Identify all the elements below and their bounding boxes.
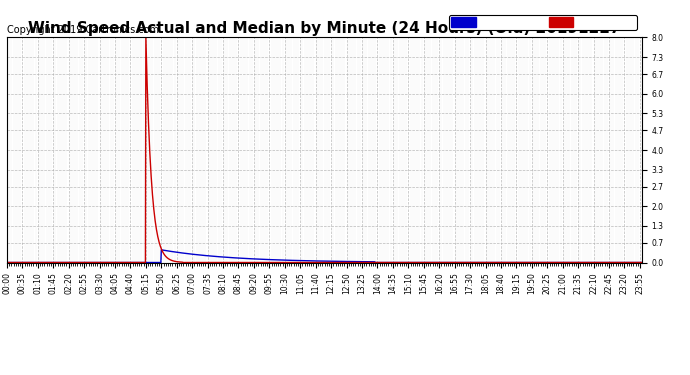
Title: Wind Speed Actual and Median by Minute (24 Hours) (Old) 20191227: Wind Speed Actual and Median by Minute (… [28,21,620,36]
Text: Copyright 2019 Cartronics.com: Copyright 2019 Cartronics.com [7,25,159,35]
Legend: Median (mph), Wind (mph): Median (mph), Wind (mph) [449,15,637,30]
